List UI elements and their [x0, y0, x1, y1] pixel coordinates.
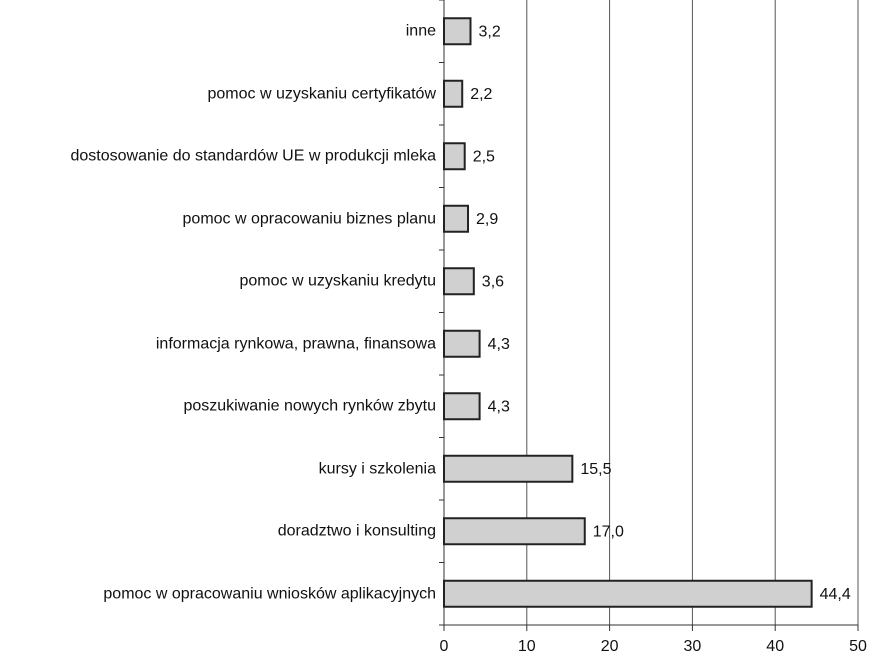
x-tick-label: 0	[440, 638, 449, 655]
value-label: 2,9	[476, 211, 498, 228]
x-tick-label: 40	[766, 638, 784, 655]
y-tick-label: informacja rynkowa, prawna, finansowa	[155, 335, 436, 353]
y-tick-label: pomoc w uzyskaniu certyfikatów	[207, 85, 436, 103]
y-tick-label: pomoc w opracowaniu biznes planu	[182, 210, 436, 228]
bar	[443, 392, 481, 421]
value-label: 3,6	[482, 273, 504, 290]
y-tick-label: pomoc w uzyskaniu kredytu	[239, 272, 436, 290]
value-label: 17,0	[593, 523, 624, 540]
value-label: 3,2	[478, 23, 500, 40]
bar	[443, 579, 813, 608]
bar	[443, 142, 466, 171]
x-tick-label: 20	[601, 638, 619, 655]
y-tick-label: doradztwo i konsulting	[277, 522, 436, 540]
y-tick-label: inne	[405, 22, 436, 40]
value-label: 2,2	[470, 86, 492, 103]
bar	[443, 79, 464, 108]
bar	[443, 329, 481, 358]
value-label: 15,5	[580, 461, 611, 478]
value-label: 4,3	[488, 398, 510, 415]
bar	[443, 204, 470, 233]
x-tick-label: 30	[684, 638, 702, 655]
value-label: 2,5	[473, 148, 495, 165]
y-tick-label: pomoc w opracowaniu wniosków aplikacyjny…	[103, 585, 436, 603]
bar	[443, 517, 586, 546]
bar	[443, 454, 574, 483]
x-tick-label: 50	[849, 638, 867, 655]
bar	[443, 267, 475, 296]
value-label: 4,3	[488, 336, 510, 353]
y-tick-label: kursy i szkolenia	[318, 460, 436, 478]
y-tick-label: dostosowanie do standardów UE w produkcj…	[70, 147, 436, 165]
value-label: 44,4	[820, 586, 851, 603]
x-tick-label: 10	[518, 638, 536, 655]
bar	[443, 17, 472, 46]
y-tick-label: poszukiwanie nowych rynków zbytu	[183, 397, 436, 415]
